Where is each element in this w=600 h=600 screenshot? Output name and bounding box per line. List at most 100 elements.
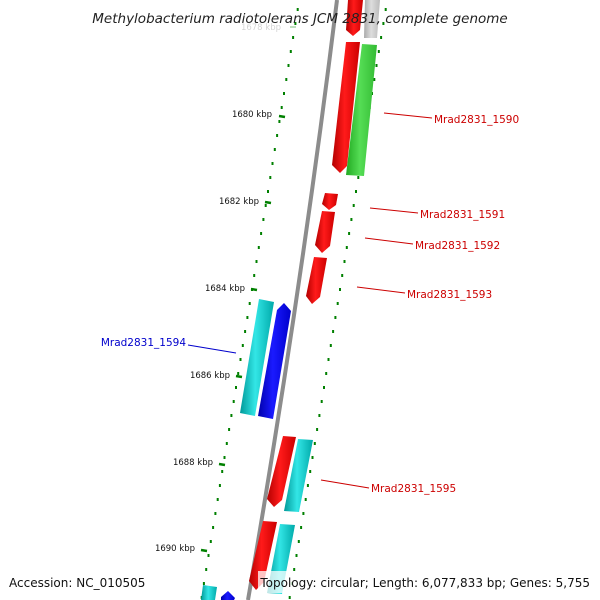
callout-line: [364, 237, 414, 245]
gene-label-mrad2831-1595[interactable]: Mrad2831_1595: [371, 483, 456, 495]
gene-label-mrad2831-1594[interactable]: Mrad2831_1594: [101, 337, 186, 349]
gene-label-mrad2831-1590[interactable]: Mrad2831_1590: [434, 114, 519, 126]
tick-1682: 1682 kbp: [219, 197, 272, 207]
tick-dot: [216, 498, 219, 501]
tick-dot: [336, 302, 339, 305]
tick-dot: [339, 288, 341, 291]
gene-feature-blue[interactable]: [221, 591, 235, 600]
tick-dot: [207, 554, 210, 557]
gene-feature-red[interactable]: [315, 211, 335, 253]
tick-dot: [260, 232, 263, 235]
tick-label: 1680 kbp: [232, 110, 272, 120]
gene-feature-red[interactable]: [332, 42, 360, 173]
tick-dot: [232, 400, 235, 403]
tick-dot: [212, 526, 215, 529]
tick-dot: [341, 274, 344, 277]
tick-dot: [246, 316, 249, 319]
tick-dot: [237, 372, 240, 375]
gene-feature-blue[interactable]: [258, 303, 291, 419]
callout-line: [320, 479, 370, 489]
tick-dot: [235, 386, 237, 389]
tick-dot: [373, 78, 376, 81]
tick-dot: [325, 372, 328, 375]
gene-feature-red[interactable]: [346, 0, 363, 36]
tick-dot: [276, 134, 279, 137]
gene-label-mrad2831-1591[interactable]: Mrad2831_1591: [420, 209, 505, 221]
tick-dot: [280, 106, 283, 109]
gene-feature-red[interactable]: [306, 257, 327, 304]
gene-feature-cyan[interactable]: [240, 299, 274, 416]
genome-title: Methylobacterium radiotolerans JCM 2831,…: [92, 11, 507, 27]
tick-dot: [348, 232, 351, 235]
tick-1684: 1684 kbp: [205, 284, 258, 294]
tick-dot: [300, 526, 303, 529]
tick-label: 1684 kbp: [205, 284, 245, 294]
tick-dot: [309, 470, 312, 473]
tick-dot: [218, 484, 221, 487]
genome-summary-text: Topology: circular; Length: 6,077,833 bp…: [259, 576, 590, 590]
gene-label-mrad2831-1593[interactable]: Mrad2831_1593: [407, 289, 492, 301]
tick-label: 1678 kbp: [241, 23, 281, 33]
tick-dot: [334, 316, 337, 319]
tick-dot: [380, 36, 383, 39]
tick-dot: [264, 204, 267, 207]
tick-dot: [223, 456, 226, 459]
tick-dot: [287, 64, 290, 67]
callout-line: [369, 207, 419, 214]
tick-dot: [214, 512, 217, 515]
tick-dot: [311, 456, 314, 459]
tick-dot: [285, 78, 288, 81]
tick-dot: [345, 246, 348, 249]
gene-feature-gray[interactable]: [364, 0, 380, 38]
tick-dot: [318, 414, 321, 417]
tick-dot: [327, 358, 330, 361]
footer-right-bg: [258, 571, 594, 593]
tick-dot: [253, 274, 256, 277]
tick-dot: [205, 568, 208, 571]
tick-dot: [313, 442, 316, 445]
tick-dot: [343, 260, 346, 263]
tick-dot: [302, 512, 305, 515]
tick-dot: [293, 568, 296, 571]
tick-dot: [357, 176, 360, 179]
tick-1686: 1686 kbp: [190, 371, 243, 381]
tick-dot: [297, 540, 300, 543]
tick-dot: [377, 50, 380, 53]
tick-1688: 1688 kbp: [173, 458, 226, 468]
tick-dot: [241, 344, 244, 347]
tick-label: 1686 kbp: [190, 371, 230, 381]
genome-backbone: [246, 0, 339, 600]
tick-dot: [225, 442, 228, 445]
gene-feature-green[interactable]: [346, 44, 377, 176]
tick-dot: [295, 554, 298, 557]
tick-dot: [278, 120, 281, 123]
tick-dot: [273, 148, 276, 151]
tick-dot: [350, 218, 353, 221]
gene-feature-red[interactable]: [249, 521, 277, 590]
tick-1680: 1680 kbp: [232, 110, 286, 120]
tick-dot: [267, 190, 269, 193]
tick-dots-right: [288, 8, 387, 599]
tick-label: 1690 kbp: [155, 544, 195, 554]
tick-dot: [283, 92, 285, 95]
callout-line: [187, 344, 237, 354]
tick-dot: [289, 50, 292, 53]
tick-dot: [262, 218, 265, 221]
gene-feature-red[interactable]: [267, 436, 296, 507]
gene-feature-cyan[interactable]: [284, 439, 313, 512]
tick-dot: [323, 386, 325, 389]
tick-dot: [355, 190, 357, 193]
gene-feature-cyan[interactable]: [201, 585, 217, 600]
tick-dot: [304, 498, 307, 501]
tick-dot: [306, 484, 309, 487]
gene-feature-red[interactable]: [322, 193, 338, 210]
tick-dot: [255, 260, 258, 263]
gene-label-mrad2831-1592[interactable]: Mrad2831_1592: [415, 240, 500, 252]
accession-text: Accession: NC_010505: [9, 576, 145, 590]
tick-dot: [228, 428, 231, 431]
tick-dots-left: [200, 8, 299, 599]
tick-dot: [230, 414, 233, 417]
tick-label: 1688 kbp: [173, 458, 213, 468]
tick-dot: [221, 470, 224, 473]
